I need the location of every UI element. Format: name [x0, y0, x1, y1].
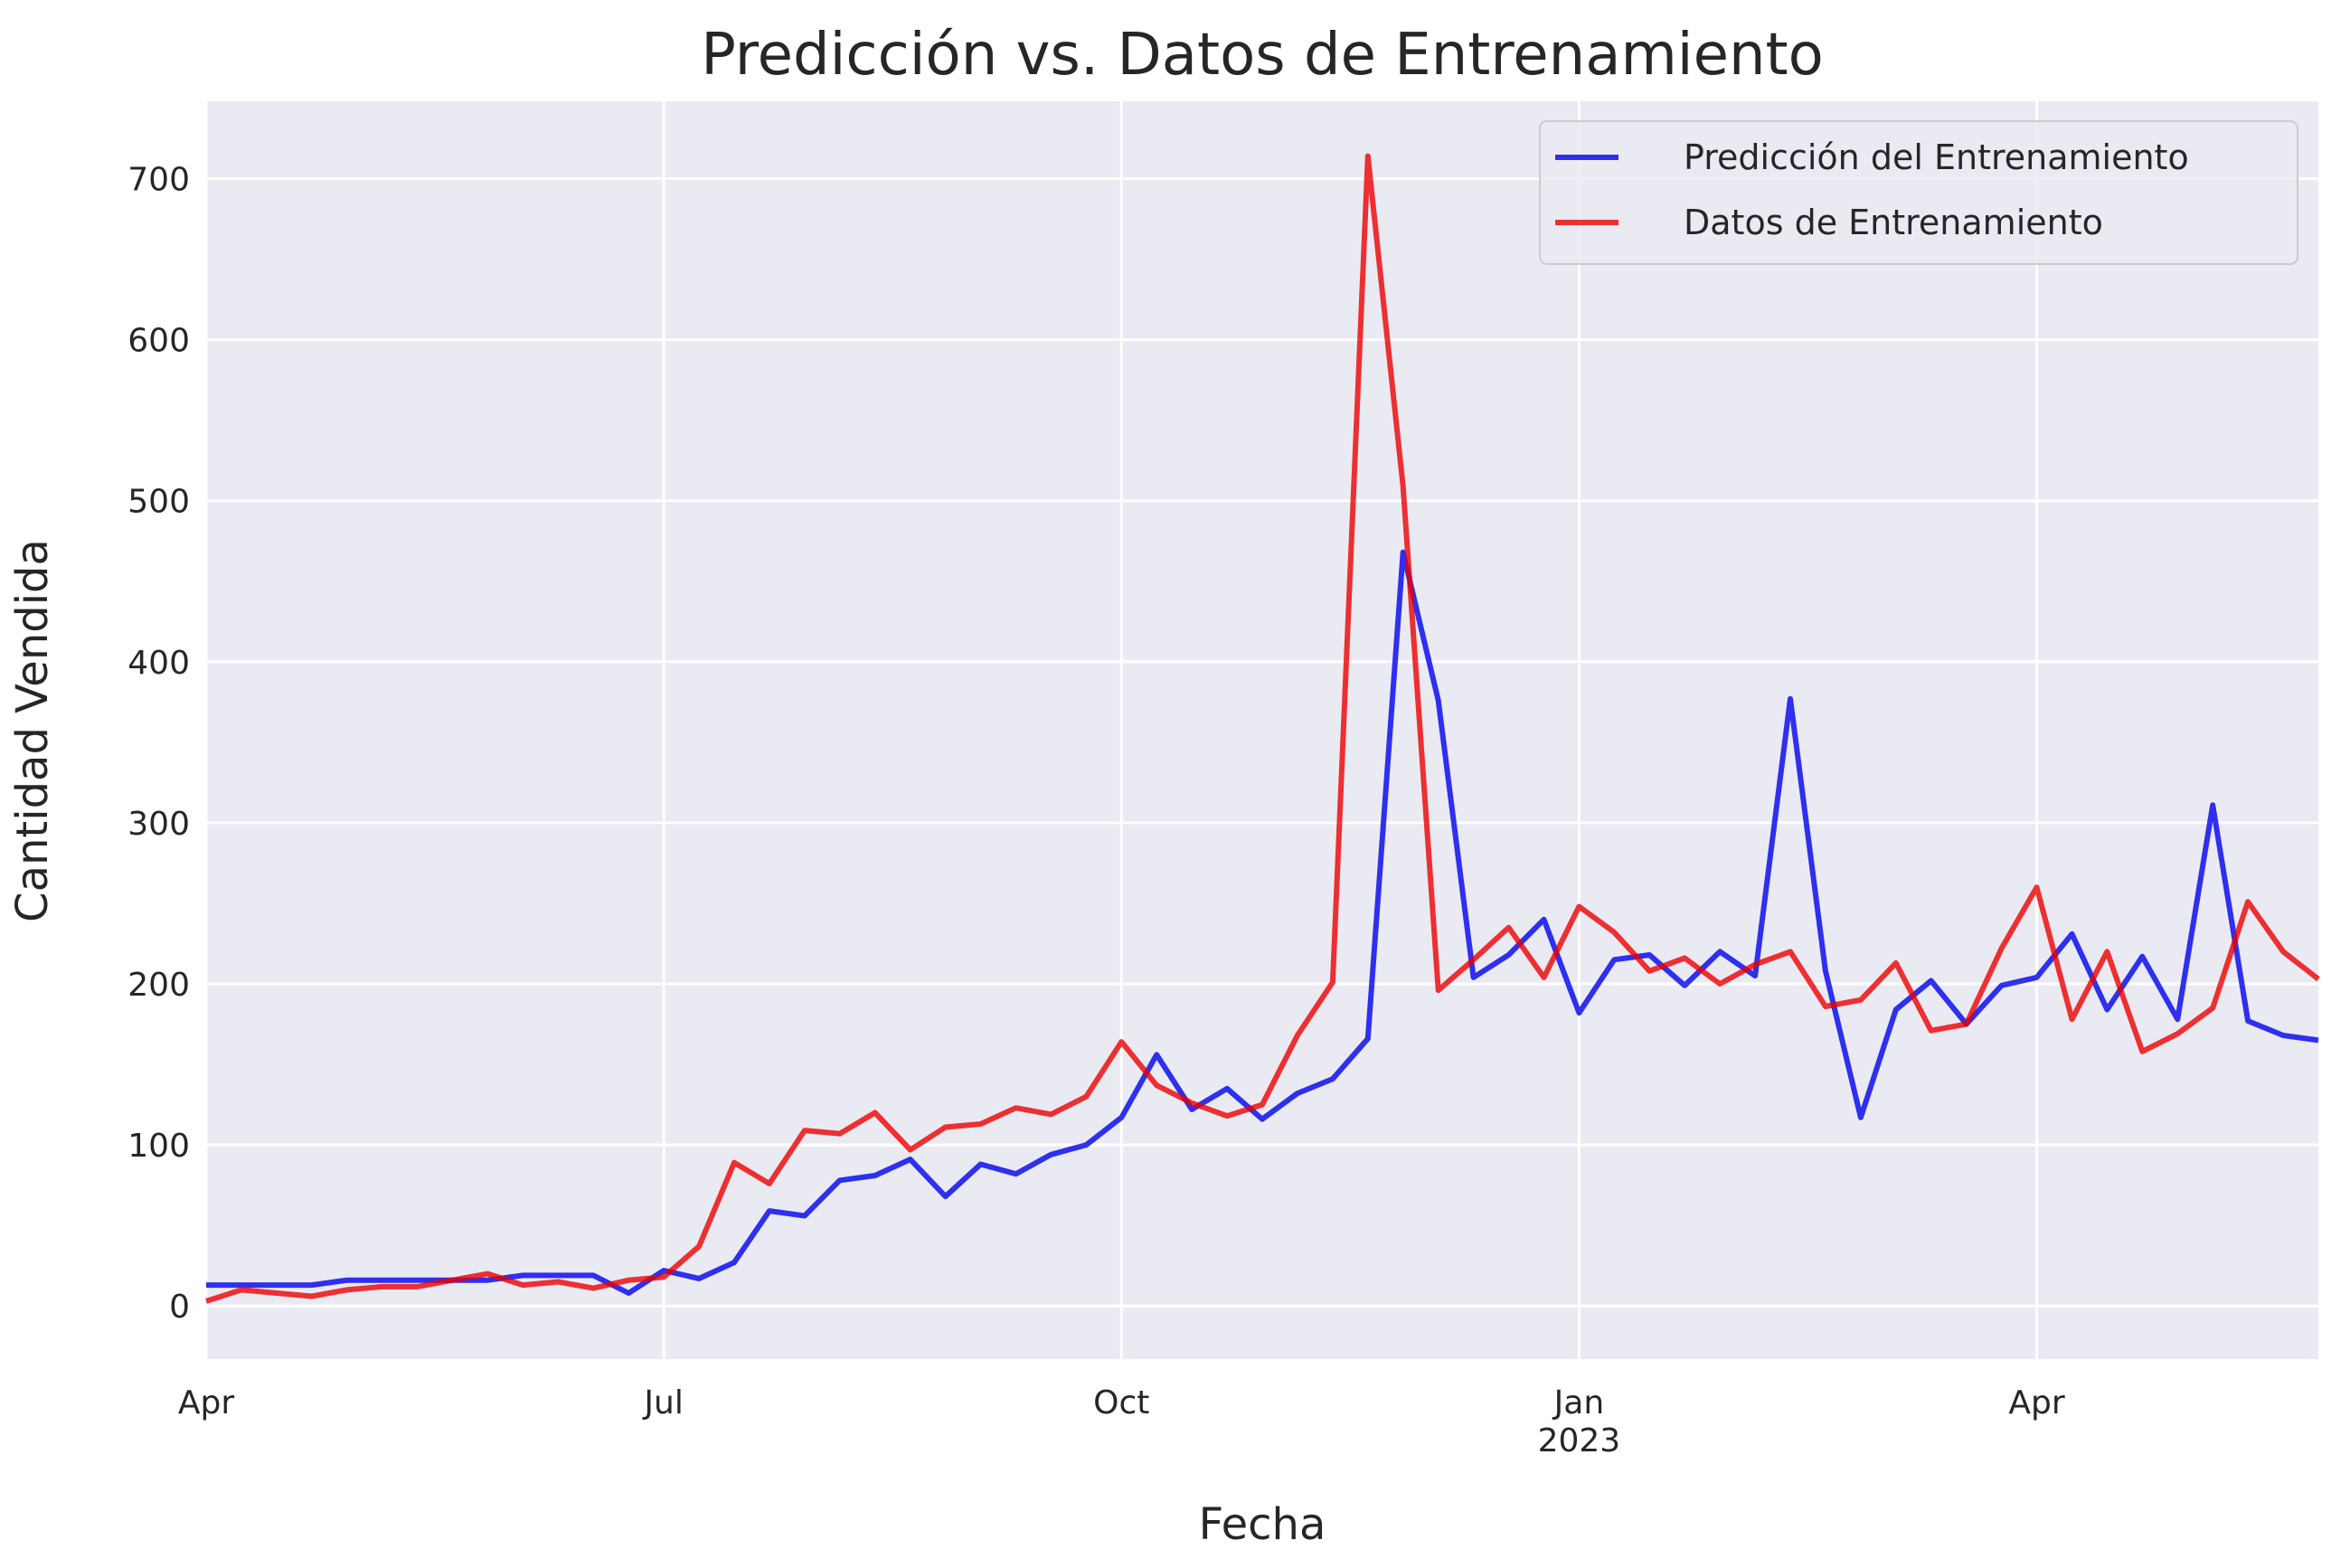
- y-tick-label: 400: [127, 645, 190, 682]
- y-tick-label: 200: [127, 967, 190, 1004]
- legend-label-training: Datos de Entrenamiento: [1684, 203, 2103, 242]
- x-tick-label: Oct: [1093, 1384, 1149, 1422]
- chart-title: Predicción vs. Datos de Entrenamiento: [701, 22, 1824, 89]
- plot-background: [206, 101, 2318, 1359]
- legend-label-prediction: Predicción del Entrenamiento: [1684, 137, 2189, 177]
- y-axis-title: Cantidad Vendida: [7, 539, 58, 922]
- y-tick-label: 300: [127, 806, 190, 843]
- y-tick-label: 100: [127, 1128, 190, 1165]
- x-tick-label: Apr: [2008, 1384, 2064, 1422]
- x-tick-label: Jul: [642, 1384, 683, 1422]
- legend: Predicción del Entrenamiento Datos de En…: [1539, 120, 2298, 265]
- grid: [204, 101, 2318, 1359]
- x-axis-title: Fecha: [1199, 1499, 1326, 1550]
- y-tick-labels: 0 100 200 300 400 500 600 700: [127, 161, 190, 1326]
- y-tick-label: 500: [127, 484, 190, 521]
- x-tick-label: Apr: [178, 1384, 234, 1422]
- legend-box: [1539, 120, 2298, 265]
- x-tick-sublabel: 2023: [1538, 1422, 1621, 1459]
- x-tick-label: Jan: [1552, 1384, 1605, 1422]
- series-lines: [205, 153, 2320, 1304]
- series-line-training: [205, 153, 2320, 1304]
- y-tick-label: 600: [127, 323, 190, 360]
- y-tick-label: 0: [169, 1289, 190, 1326]
- y-tick-label: 700: [127, 161, 190, 198]
